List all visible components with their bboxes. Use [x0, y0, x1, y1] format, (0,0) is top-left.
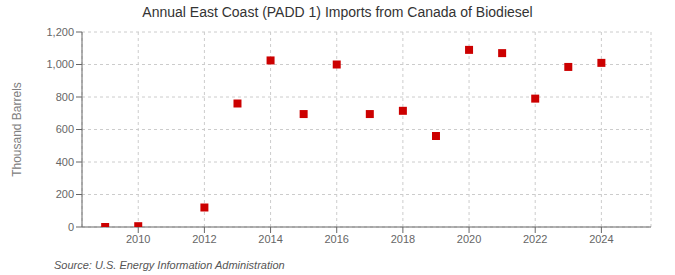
svg-text:800: 800 [56, 91, 74, 103]
svg-text:2010: 2010 [126, 233, 150, 245]
svg-text:2022: 2022 [523, 233, 547, 245]
svg-text:600: 600 [56, 123, 74, 135]
svg-text:2012: 2012 [192, 233, 216, 245]
svg-text:1,000: 1,000 [46, 58, 74, 70]
svg-text:200: 200 [56, 188, 74, 200]
html-text:Annual East Coast (PADD 1) Imp: Annual East Coast (PADD 1) Imports from … [142, 4, 533, 20]
svg-text:2014: 2014 [258, 233, 282, 245]
svg-text:400: 400 [56, 156, 74, 168]
svg-text:2020: 2020 [457, 233, 481, 245]
svg-text:Thousand Barrels: Thousand Barrels [10, 82, 24, 177]
svg-text:1,200: 1,200 [46, 26, 74, 38]
svg-text:2024: 2024 [589, 233, 613, 245]
html-text:Source: U.S. Energy Informatio: Source: U.S. Energy Information Administ… [54, 259, 285, 271]
svg-text:2018: 2018 [391, 233, 415, 245]
svg-text:2016: 2016 [324, 233, 348, 245]
svg-text:0: 0 [68, 221, 74, 233]
